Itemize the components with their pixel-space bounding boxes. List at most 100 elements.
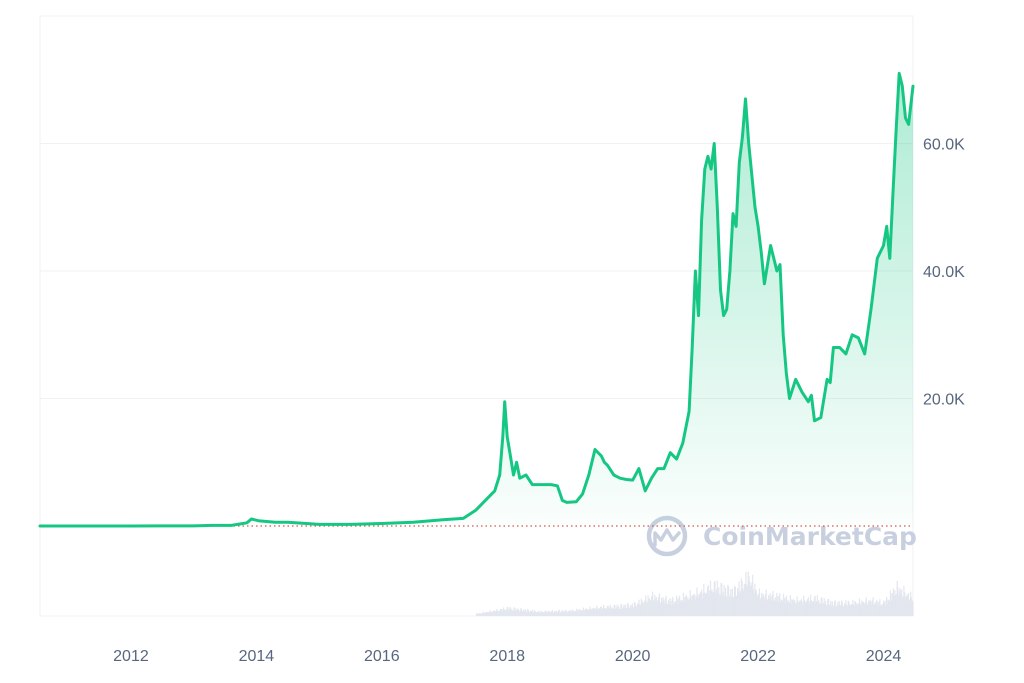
volume-bar	[694, 593, 696, 616]
volume-bar	[705, 593, 707, 616]
volume-bar	[801, 599, 803, 616]
volume-bar	[615, 607, 618, 616]
volume-bar	[822, 604, 824, 616]
volume-bar	[866, 603, 868, 616]
volume-bar	[825, 600, 827, 616]
volume-bar	[559, 612, 561, 616]
volume-bar	[497, 611, 499, 616]
volume-bar	[689, 590, 691, 616]
volume-bar	[496, 609, 498, 616]
x-tick-label: 2020	[615, 648, 651, 665]
volume-bar	[784, 603, 786, 616]
volume-bar	[763, 596, 765, 616]
volume-bar	[671, 599, 673, 616]
volume-bar	[889, 601, 891, 616]
volume-bar	[850, 604, 852, 616]
volume-bar	[749, 586, 751, 616]
volume-bar	[864, 604, 866, 616]
volume-bar	[727, 584, 729, 616]
volume-bar	[524, 611, 526, 616]
volume-bar	[726, 597, 728, 616]
volume-bar	[590, 608, 592, 616]
volume-bar	[808, 603, 810, 616]
volume-bar	[837, 602, 839, 616]
volume-bar	[835, 606, 837, 616]
volume-bar	[712, 591, 715, 616]
volume-bar	[630, 605, 632, 616]
volume-bar	[725, 596, 727, 616]
volume-bar	[488, 612, 490, 616]
volume-bar	[768, 599, 770, 616]
volume-bar	[568, 612, 570, 616]
volume-bar	[541, 611, 543, 616]
volume-bar	[906, 594, 908, 616]
volume-bar	[595, 608, 597, 616]
volume-bar	[627, 604, 630, 616]
volume-bar	[747, 571, 749, 616]
volume-bar	[618, 609, 621, 616]
volume-bar	[475, 613, 478, 616]
volume-bar	[901, 598, 903, 616]
volume-bar	[773, 600, 775, 616]
volume-bar	[778, 595, 780, 616]
volume-bar	[694, 600, 697, 616]
volume-bar	[741, 580, 743, 616]
volume-bar	[742, 588, 744, 616]
volume-bar	[828, 599, 830, 616]
volume-bar	[587, 609, 589, 616]
volume-bar	[755, 590, 757, 616]
volume-bar	[892, 588, 894, 616]
volume-bar	[700, 591, 702, 616]
volume-bar	[529, 611, 531, 616]
volume-bar	[815, 603, 817, 616]
volume-bar	[527, 610, 529, 616]
volume-bar	[692, 594, 694, 616]
volume-bar	[555, 610, 557, 616]
volume-bar	[546, 612, 548, 616]
volume-bar	[854, 600, 856, 616]
volume-bar	[891, 599, 893, 616]
volume-bar	[591, 608, 593, 616]
volume-bar	[812, 602, 814, 616]
volume-bar	[902, 595, 904, 616]
volume-bar	[500, 608, 502, 616]
volume-bar	[617, 608, 619, 616]
volume-bar	[842, 605, 844, 616]
volume-bar	[709, 580, 712, 616]
volume-bar	[776, 596, 779, 616]
volume-bar	[834, 600, 837, 616]
volume-bar	[848, 601, 850, 616]
volume-bar	[782, 602, 784, 616]
volume-bar	[608, 609, 610, 616]
volume-bar	[675, 603, 677, 616]
volume-bar	[633, 607, 635, 616]
volume-bar	[709, 590, 711, 616]
volume-bar	[804, 602, 806, 616]
volume-bar	[558, 609, 560, 616]
volume-bar	[862, 601, 864, 616]
volume-bar	[500, 608, 502, 616]
volume-bar	[578, 609, 580, 616]
volume-bar	[838, 600, 840, 616]
volume-bar	[547, 610, 549, 616]
volume-bar	[651, 596, 653, 616]
volume-bar	[560, 612, 562, 616]
volume-bar	[589, 606, 591, 616]
x-tick-label: 2022	[740, 648, 776, 665]
volume-bar	[481, 613, 483, 616]
volume-bar	[531, 610, 533, 616]
volume-bar	[706, 592, 708, 616]
volume-bar	[499, 610, 501, 616]
x-tick-label: 2016	[364, 648, 400, 665]
volume-bar	[798, 601, 800, 616]
volume-bar	[718, 587, 720, 616]
volume-bar	[649, 600, 651, 616]
volume-bar	[522, 610, 524, 616]
volume-bar	[533, 610, 535, 616]
volume-bar	[703, 583, 705, 616]
volume-bar	[667, 600, 669, 616]
volume-bar	[733, 597, 735, 616]
volume-bar	[629, 607, 631, 616]
volume-bar	[498, 610, 500, 616]
volume-bar	[639, 604, 641, 616]
